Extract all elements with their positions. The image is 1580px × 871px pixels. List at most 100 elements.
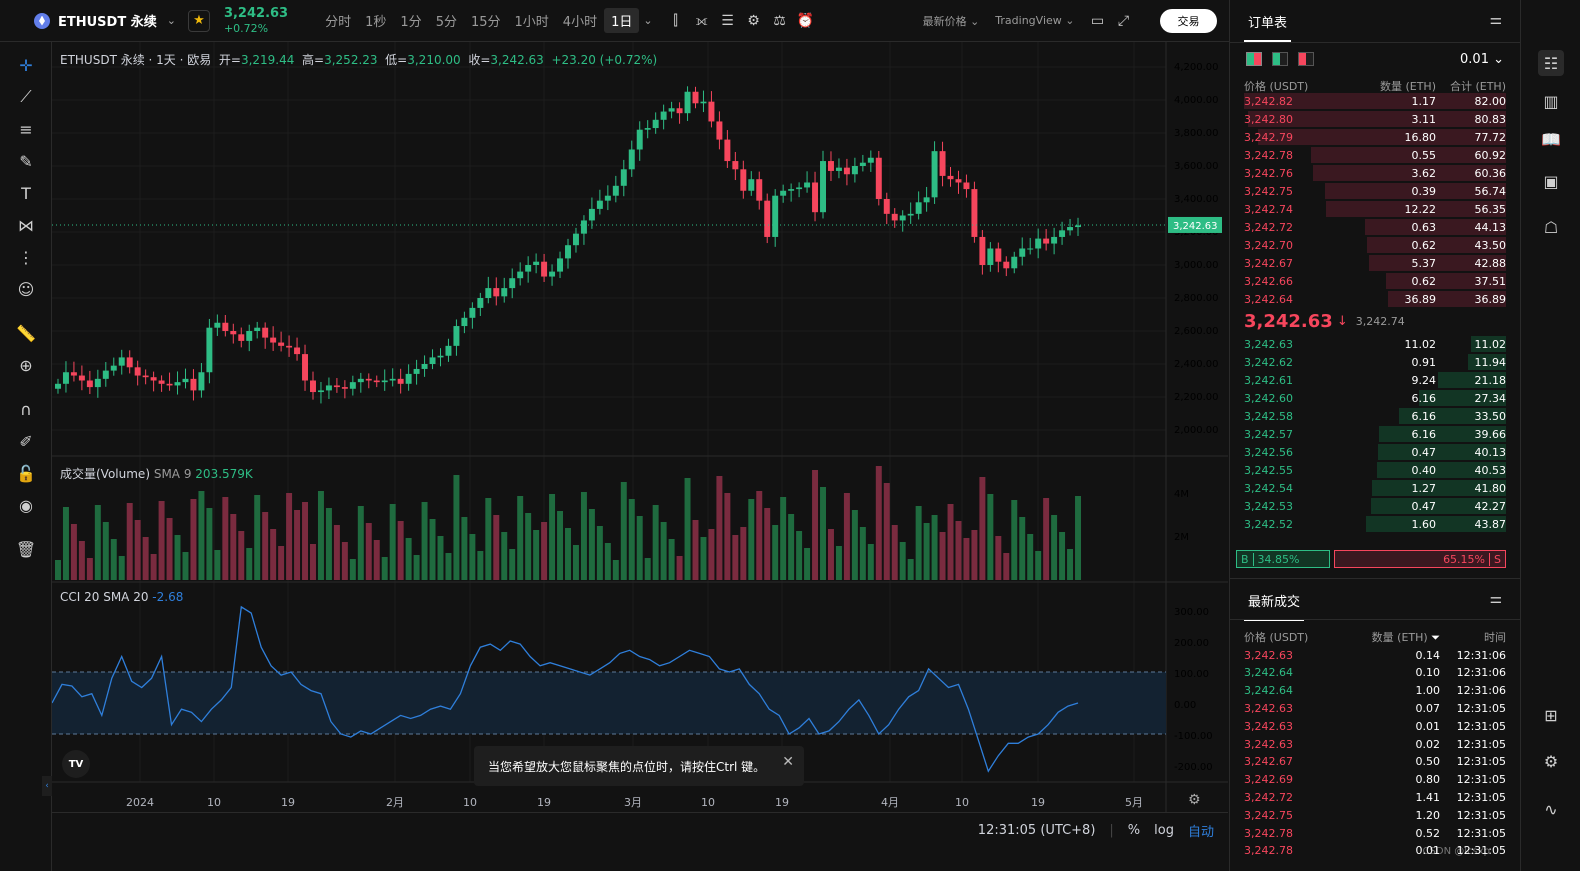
ask-row[interactable]: 3,242.75 0.39 56.74 [1244, 182, 1506, 200]
activity-icon[interactable]: ∿ [1544, 799, 1558, 819]
ask-total: 60.92 [1474, 148, 1507, 162]
view-asks-icon[interactable] [1298, 52, 1314, 66]
timeframe-1[interactable]: 1秒 [365, 15, 387, 30]
compare-scale-icon[interactable]: ⚖ [773, 12, 786, 29]
ask-row[interactable]: 3,242.66 0.62 37.51 [1244, 272, 1506, 290]
auto-scale-toggle[interactable]: 自动 [1187, 825, 1214, 840]
view-both-icon[interactable] [1246, 52, 1262, 66]
ask-row[interactable]: 3,242.72 0.63 44.13 [1244, 218, 1506, 236]
crosshair-icon[interactable]: ✛ [19, 55, 33, 75]
zoom-in-icon[interactable]: ⊕ [19, 355, 33, 375]
depth-bar [1313, 165, 1506, 181]
ruler-icon[interactable]: 📏 [16, 323, 36, 343]
ask-row[interactable]: 3,242.70 0.62 43.50 [1244, 236, 1506, 254]
view-bids-icon[interactable] [1272, 52, 1288, 66]
timeframe-7[interactable]: 1日 [604, 8, 640, 33]
chart-type-dropdown[interactable]: TradingView ⌄ [995, 14, 1075, 27]
fullscreen-icon[interactable]: ⤢ [1117, 12, 1130, 29]
price-chart[interactable]: 4,200.00 4,000.00 3,800.00 3,600.00 3,400.00… [51, 42, 1228, 812]
ask-row[interactable]: 3,242.64 36.89 36.89 [1244, 290, 1506, 308]
ask-row[interactable]: 3,242.67 5.37 42.88 [1244, 254, 1506, 272]
depth-bar [1368, 255, 1506, 271]
candle-type-icon[interactable]: ⫿ [673, 12, 678, 29]
clock-readout[interactable]: 12:31:05 (UTC+8) [977, 823, 1096, 838]
eye-icon[interactable]: ◉ [19, 495, 33, 515]
monitor-icon[interactable]: ▣ [1543, 171, 1559, 191]
brush-icon[interactable]: ✎ [19, 151, 33, 171]
book-icon[interactable]: 📖 [1541, 129, 1561, 149]
symbol-name[interactable]: ETHUSDT 永续 [58, 15, 157, 30]
percent-scale-toggle[interactable]: % [1127, 823, 1141, 838]
trash-icon[interactable]: 🗑 [15, 539, 37, 559]
ask-row[interactable]: 3,242.80 3.11 80.83 [1244, 110, 1506, 128]
log-scale-toggle[interactable]: log [1154, 823, 1174, 838]
lock-icon[interactable]: 🔓 [16, 463, 36, 483]
bid-row[interactable]: 3,242.61 9.24 21.18 [1244, 371, 1506, 389]
candle-body [525, 265, 532, 272]
trades-settings-icon[interactable]: ⚌ [1489, 591, 1502, 607]
lock-pencil-icon[interactable]: ✐ [19, 431, 33, 451]
tradingview-logo[interactable]: TV [62, 750, 90, 778]
settings-gear-icon[interactable]: ⚙ [747, 12, 760, 29]
timeframe-6[interactable]: 4小时 [562, 15, 598, 30]
trade-row: 3,242.72 1.41 12:31:05 [1244, 788, 1506, 806]
orderbook-trades-icon[interactable]: ☷ [1538, 50, 1564, 76]
pattern-icon[interactable]: ⋈ [18, 215, 34, 235]
timeframe-5[interactable]: 1小时 [514, 15, 549, 30]
ask-row[interactable]: 3,242.76 3.62 60.36 [1244, 164, 1506, 182]
chevron-down-icon[interactable]: ⌄ [166, 14, 176, 27]
orderbook-settings-icon[interactable]: ⚌ [1489, 12, 1502, 28]
last-price: 3,242.63 [223, 5, 289, 21]
bid-row[interactable]: 3,242.54 1.27 41.80 [1244, 479, 1506, 497]
layout-icon[interactable]: ⊞ [1544, 705, 1558, 725]
bid-row[interactable]: 3,242.52 1.60 43.87 [1244, 515, 1506, 533]
emoji-icon[interactable]: ☺ [17, 279, 35, 299]
ask-row[interactable]: 3,242.82 1.17 82.00 [1244, 92, 1506, 110]
ask-row[interactable]: 3,242.78 0.55 60.92 [1244, 146, 1506, 164]
chart-canvas[interactable]: 4,200.00 4,000.00 3,800.00 3,600.00 3,400.00… [51, 42, 1228, 812]
trade-row: 3,242.78 0.01 12:31:05 [1244, 842, 1506, 860]
timeframe-0[interactable]: 分时 [325, 15, 352, 30]
tick-size-dropdown[interactable]: 0.01 ⌄ [1460, 52, 1504, 67]
magnet-icon[interactable]: ∩ [20, 399, 32, 419]
text-tool-icon[interactable]: T [21, 183, 31, 203]
price-type-dropdown[interactable]: 最新价格 ⌄ [922, 14, 980, 28]
timeframe-more-icon[interactable]: ⌄ [643, 14, 653, 27]
depth-chart-icon[interactable]: ▥ [1543, 91, 1559, 111]
bid-row[interactable]: 3,242.55 0.40 40.53 [1244, 461, 1506, 479]
volume-bar [588, 509, 595, 580]
candle-body [126, 357, 133, 368]
trades-title[interactable]: 最新成交 [1243, 591, 1305, 621]
bid-row[interactable]: 3,242.56 0.47 40.13 [1244, 443, 1506, 461]
legend-low-label: 低= [385, 53, 408, 67]
bot-icon[interactable]: ☖ [1543, 217, 1559, 237]
indicators-icon[interactable]: ⟗ [695, 12, 708, 29]
candle-body [939, 151, 946, 176]
ask-row[interactable]: 3,242.79 16.80 77.72 [1244, 128, 1506, 146]
timeframe-3[interactable]: 5分 [435, 15, 457, 30]
bid-row[interactable]: 3,242.63 11.02 11.02 [1244, 335, 1506, 353]
alert-icon[interactable]: ⏰ [796, 12, 815, 29]
trade-button[interactable]: 交易 [1160, 9, 1217, 33]
bid-row[interactable]: 3,242.60 6.16 27.34 [1244, 389, 1506, 407]
forecast-icon[interactable]: ⋮ [18, 247, 34, 267]
ask-row[interactable]: 3,242.74 12.22 56.35 [1244, 200, 1506, 218]
close-icon[interactable]: ✕ [782, 754, 794, 770]
bid-row[interactable]: 3,242.62 0.91 11.94 [1244, 353, 1506, 371]
volume-bar [907, 559, 914, 580]
orderbook-title[interactable]: 订单表 [1243, 12, 1292, 42]
layout-list-icon[interactable]: ☰ [721, 12, 734, 29]
bid-row[interactable]: 3,242.58 6.16 33.50 [1244, 407, 1506, 425]
fib-lines-icon[interactable]: ≡ [19, 119, 33, 139]
timeframe-4[interactable]: 15分 [470, 15, 501, 30]
bid-row[interactable]: 3,242.57 6.16 39.66 [1244, 425, 1506, 443]
window-icon[interactable]: ▭ [1090, 12, 1105, 29]
timeframe-2[interactable]: 1分 [400, 15, 422, 30]
trendline-icon[interactable]: ⟋ [20, 87, 32, 106]
time-axis-settings-icon[interactable]: ⚙ [1188, 792, 1201, 808]
bid-row[interactable]: 3,242.53 0.47 42.27 [1244, 497, 1506, 515]
favorite-star-icon[interactable]: ★ [187, 9, 210, 32]
settings-icon[interactable]: ⚙ [1543, 751, 1559, 771]
collapse-toolbar-icon[interactable]: ‹ [42, 776, 52, 796]
filter-icon[interactable]: ⏷ [1431, 631, 1440, 644]
